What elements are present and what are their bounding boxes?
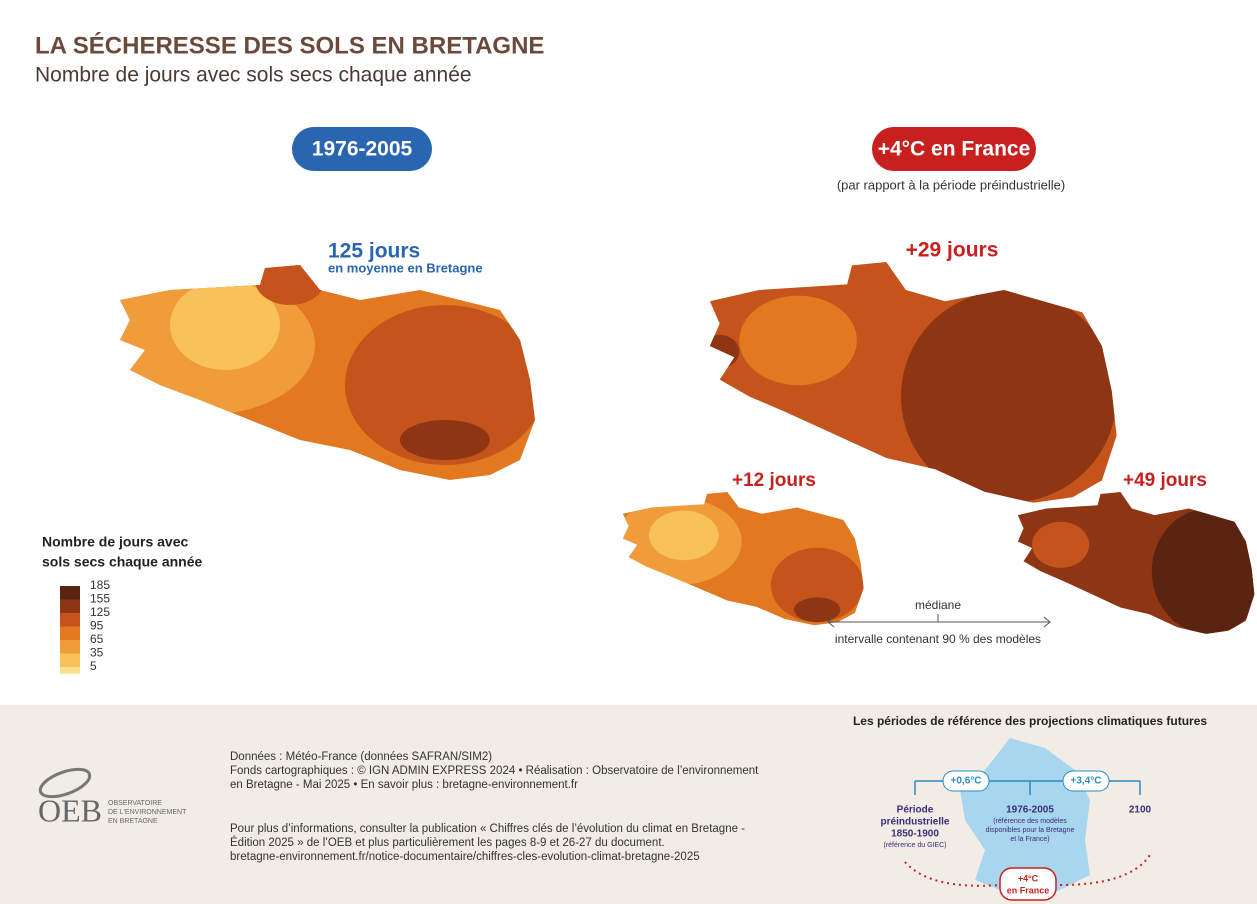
ref-label: 1976-2005 <box>1006 805 1054 816</box>
legend-label: 155 <box>90 592 110 606</box>
scenario: +4°C en France <box>878 138 1031 161</box>
logo: OEB <box>38 792 102 828</box>
median-value: +29 jours <box>906 239 999 262</box>
stat-note: en moyenne en Bretagne <box>328 260 483 275</box>
legend-swatch <box>60 586 80 600</box>
source: Fonds cartographiques : © IGN ADMIN EXPR… <box>230 765 759 777</box>
ref-note: et la France) <box>1010 836 1049 843</box>
title: LA SÉCHERESSE DES SOLS EN BRETAGNE <box>35 31 544 59</box>
delta: +0,6°C <box>951 776 982 787</box>
publication: Pour plus d’informations, consulter la p… <box>230 823 745 835</box>
target: en France <box>1007 885 1050 895</box>
high-value: +49 jours <box>1123 470 1207 491</box>
legend-swatch <box>60 654 80 668</box>
period: 1976-2005 <box>312 138 413 161</box>
publication: Édition 2025 » de l’OEB et plus particul… <box>230 836 665 849</box>
publication: bretagne-environnement.fr/notice-documen… <box>230 851 700 863</box>
low-value: +12 jours <box>732 470 816 491</box>
interval-label: intervalle contenant 90 % des modèles <box>835 632 1041 646</box>
delta: +3,4°C <box>1071 776 1102 787</box>
logo-text: EN BRETAGNE <box>108 818 158 825</box>
pre-label: Période <box>897 805 934 816</box>
legend-title: sols secs chaque année <box>42 554 203 570</box>
legend-label: 65 <box>90 632 104 646</box>
infographic: LA SÉCHERESSE DES SOLS EN BRETAGNE Nombr… <box>0 0 1257 904</box>
subtitle: Nombre de jours avec sols secs chaque an… <box>35 64 472 87</box>
pre-note: (référence du GIEC) <box>883 842 946 849</box>
legend-swatch <box>60 667 80 674</box>
end-label: 2100 <box>1129 805 1152 816</box>
source: en Bretagne - Mai 2025 • En savoir plus … <box>230 779 578 791</box>
stat: 125 jours <box>328 240 420 263</box>
legend-swatch <box>60 640 80 654</box>
median-label: médiane <box>915 598 961 612</box>
logo-text: DE L'ENVIRONNEMENT <box>108 809 187 816</box>
source: Données : Météo-France (données SAFRAN/S… <box>230 751 492 763</box>
legend-swatch <box>60 600 80 614</box>
legend-label: 125 <box>90 605 110 619</box>
pre-label: 1850-1900 <box>891 829 939 840</box>
legend-label: 185 <box>90 578 110 592</box>
scenario-note: (par rapport à la période préindustriell… <box>837 177 1065 192</box>
ref-note: disponibles pour la Bretagne <box>986 827 1075 834</box>
legend-label: 5 <box>90 659 97 673</box>
ref-note: (référence des modèles <box>993 818 1067 825</box>
legend-title: Nombre de jours avec <box>42 534 188 550</box>
inset-title: Les périodes de référence des projection… <box>853 714 1207 728</box>
logo-text: OBSERVATOIRE <box>108 800 162 807</box>
legend-label: 95 <box>90 619 104 633</box>
target: +4°C <box>1018 873 1039 883</box>
pre-label: préindustrielle <box>881 817 950 828</box>
legend-label: 35 <box>90 646 104 660</box>
legend-swatch <box>60 613 80 627</box>
legend-swatch <box>60 627 80 641</box>
